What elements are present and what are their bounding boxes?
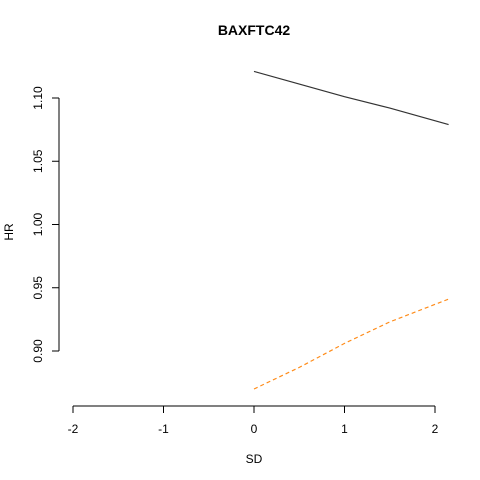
y-tick-label: 0.90: [31, 339, 45, 363]
dashed-series-line: [253, 298, 449, 390]
x-axis: -2 -1 0 1 2: [68, 405, 439, 436]
y-axis-label: HR: [2, 223, 16, 241]
y-axis: 0.90 0.95 1.00 1.05 1.10: [31, 86, 60, 363]
solid-series-line: [253, 70, 449, 126]
x-tick-label: 2: [432, 422, 439, 436]
chart-title: BAXFTC42: [218, 22, 291, 38]
series-layer: [253, 70, 449, 390]
y-tick-label: 1.10: [31, 86, 45, 110]
y-tick-label: 1.05: [31, 149, 45, 173]
x-axis-label: SD: [246, 452, 263, 466]
x-tick-label: 1: [341, 422, 348, 436]
y-tick-label: 0.95: [31, 276, 45, 300]
x-tick-label: -2: [68, 422, 79, 436]
y-tick-label: 1.00: [31, 212, 45, 236]
x-tick-label: -1: [158, 422, 169, 436]
x-tick-label: 0: [251, 422, 258, 436]
